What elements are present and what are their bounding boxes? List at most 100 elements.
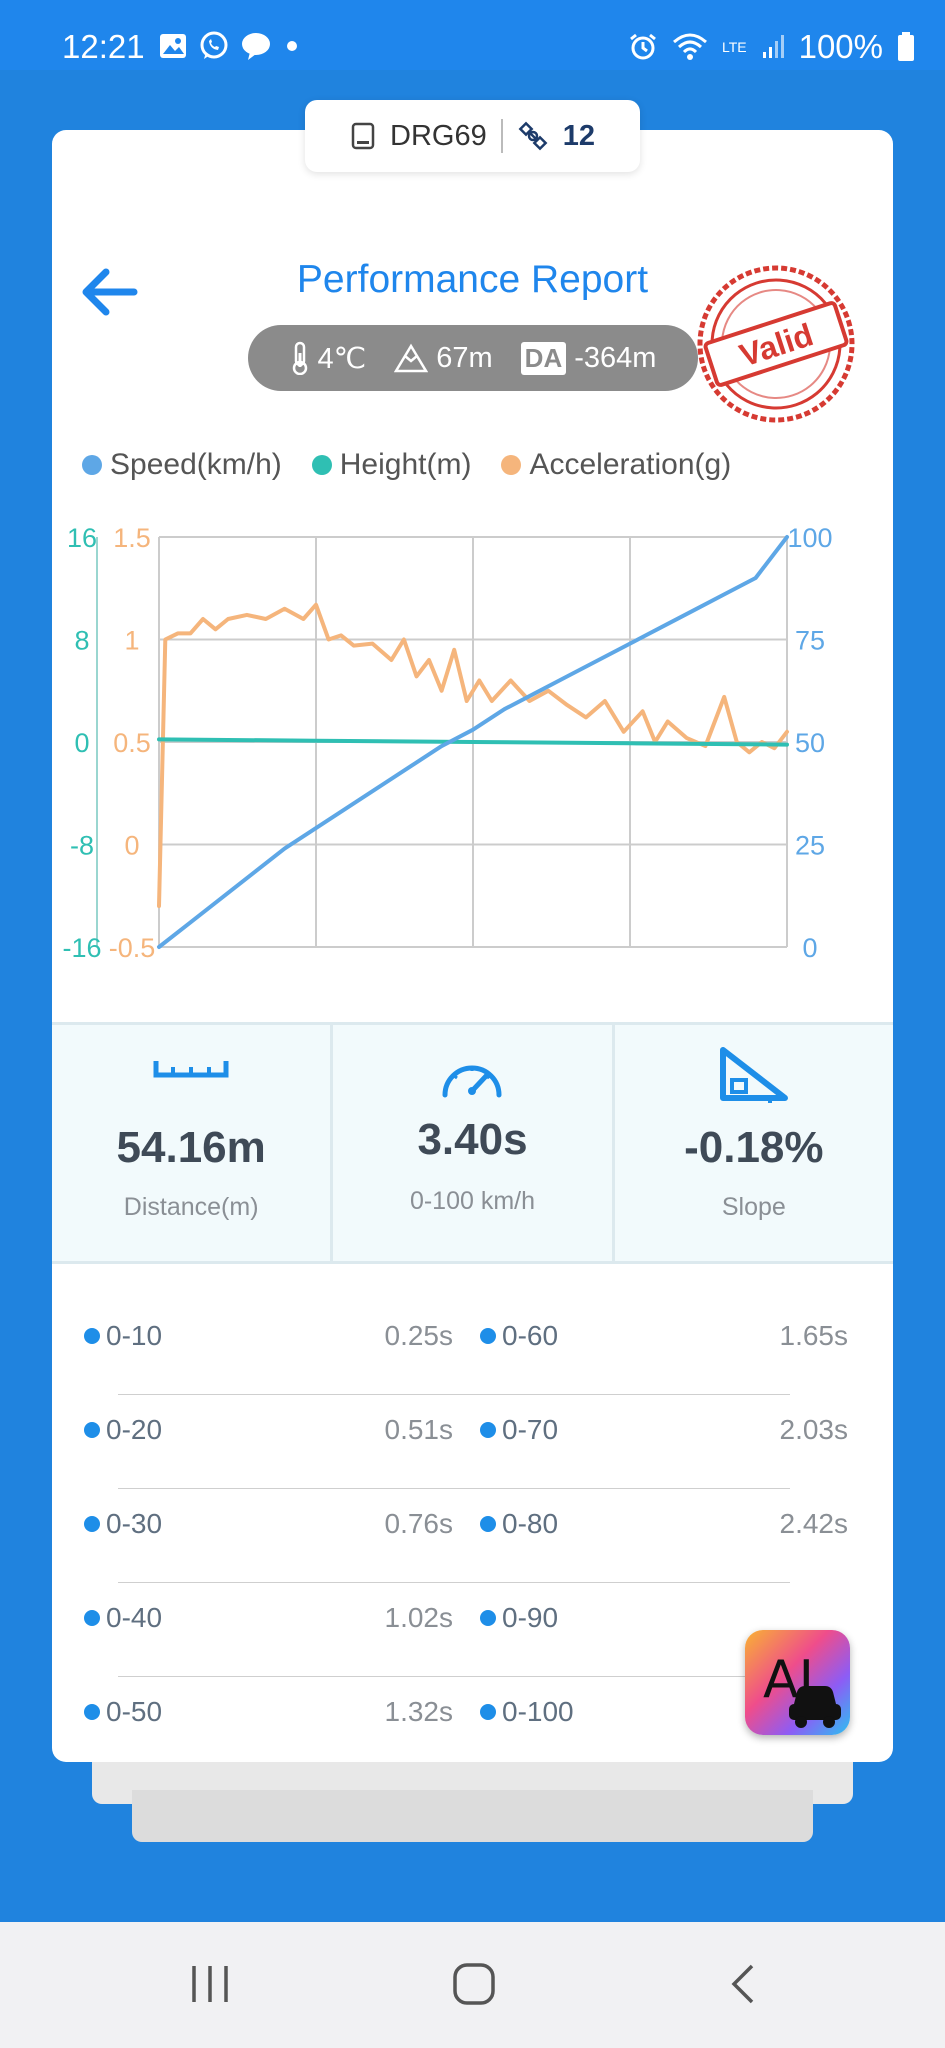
- split-times-list: 0-10 0.25s 0-60 1.65s 0-20 0.51s 0-70 2.…: [52, 1320, 893, 1762]
- ai-assistant-button[interactable]: AI: [745, 1630, 850, 1735]
- page-title: Performance Report: [296, 258, 649, 301]
- split-range: 0-10: [106, 1320, 163, 1351]
- bullet-dot: [84, 1610, 100, 1626]
- legend-label: Acceleration(g): [529, 448, 732, 481]
- height-tick-label: 8: [74, 626, 89, 656]
- metric-distance: 54.16m Distance(m): [52, 1025, 330, 1261]
- acceleration-tick-label: 0: [124, 831, 139, 861]
- split-time: 0.25s: [384, 1320, 454, 1351]
- height-tick-label: -16: [62, 933, 101, 963]
- split-range: 0-60: [502, 1320, 559, 1351]
- satellite-count: 12: [562, 119, 595, 152]
- series-line-acceleration: [157, 602, 789, 908]
- split-row: 0-50 1.32s 0-100: [52, 1696, 893, 1762]
- split-time: 0.76s: [384, 1508, 454, 1539]
- bullet-dot: [84, 1516, 100, 1532]
- split-time: 1.32s: [384, 1696, 454, 1727]
- altitude-item: 67m: [394, 342, 493, 375]
- da-label: DA: [520, 341, 567, 375]
- legend-dot: [82, 455, 102, 475]
- recent-apps-button[interactable]: [188, 1962, 232, 2006]
- system-nav-bar: [0, 1922, 945, 2048]
- bullet-dot: [480, 1516, 496, 1532]
- density-altitude-value: -364m: [574, 341, 657, 374]
- split-label: 0-60: [480, 1320, 558, 1352]
- split-label: 0-70: [480, 1414, 558, 1446]
- bullet-dot: [84, 1422, 100, 1438]
- split-label: 0-90: [480, 1602, 558, 1634]
- legend-dot: [311, 455, 332, 475]
- split-label: 0-30: [84, 1508, 162, 1540]
- divider: [500, 119, 503, 153]
- bullet-dot: [480, 1422, 496, 1438]
- device-name: DRG69: [390, 119, 487, 152]
- metric-value: -0.18%: [684, 1123, 824, 1172]
- series-line-speed: [157, 535, 789, 949]
- system-icons: LTE 100%: [628, 28, 915, 66]
- valid-stamp: Valid: [697, 265, 855, 423]
- dot-icon: [287, 41, 297, 51]
- metric-value: 3.40s: [417, 1115, 528, 1164]
- height-tick-label: 0: [74, 728, 89, 758]
- card-stack-layer: [132, 1790, 813, 1842]
- performance-chart: 16 8 0 -8 -16 1.5 1 0.5 0 -0.5 100 75 50 25 0: [62, 523, 832, 963]
- split-time: 1.65s: [779, 1320, 849, 1351]
- split-range: 0-70: [502, 1414, 559, 1445]
- legend-dot: [501, 455, 522, 475]
- battery-icon: [898, 32, 914, 61]
- row-divider: [118, 1582, 790, 1583]
- speed-tick-label: 0: [802, 933, 817, 963]
- row-divider: [118, 1488, 790, 1489]
- speed-tick-label: 75: [795, 626, 825, 656]
- report-card: Performance Report 4℃ 67m DA -364m Valid…: [52, 130, 893, 1762]
- speedometer-icon: [442, 1065, 502, 1098]
- acceleration-tick-label: 0.5: [113, 728, 151, 758]
- legend-acceleration[interactable]: Acceleration(g): [501, 448, 731, 482]
- legend-speed[interactable]: Speed(km/h): [82, 448, 282, 482]
- speed-tick-label: 100: [787, 523, 832, 553]
- split-label: 0-10: [84, 1320, 162, 1352]
- satellite-icon: [518, 121, 548, 151]
- metric-value: 54.16m: [116, 1123, 266, 1172]
- legend-height[interactable]: Height(m): [311, 448, 472, 482]
- split-label: 0-40: [84, 1602, 162, 1634]
- series-line-height: [157, 737, 789, 747]
- chat-icon: [242, 33, 270, 60]
- speed-tick-label: 50: [795, 728, 825, 758]
- legend-label: Speed(km/h): [110, 448, 282, 481]
- device-icon: [351, 122, 375, 150]
- status-bar: 12:21 LTE 100%: [0, 0, 945, 70]
- split-range: 0-50: [106, 1696, 163, 1727]
- wifi-icon: [672, 33, 707, 60]
- bullet-dot: [84, 1328, 100, 1344]
- split-label: 0-100: [480, 1696, 574, 1728]
- bullet-dot: [480, 1328, 496, 1344]
- device-info-tab[interactable]: DRG69 12: [305, 100, 640, 172]
- split-range: 0-20: [106, 1414, 163, 1445]
- speed-tick-label: 25: [795, 831, 825, 861]
- slope-icon: [719, 1047, 788, 1103]
- home-button[interactable]: [452, 1962, 496, 2006]
- notification-icons: [158, 30, 302, 62]
- temperature-value: 4℃: [317, 342, 367, 375]
- split-time: 2.03s: [779, 1414, 849, 1445]
- back-button[interactable]: [722, 1962, 766, 2006]
- metric-label: 0-100 km/h: [409, 1187, 536, 1215]
- acceleration-tick-label: 1: [124, 626, 139, 656]
- legend-label: Height(m): [339, 448, 472, 481]
- mountain-icon: [394, 343, 429, 373]
- split-range: 0-80: [502, 1508, 559, 1539]
- height-tick-label: 16: [67, 523, 97, 553]
- back-arrow-icon[interactable]: [70, 252, 150, 332]
- split-time: 1.02s: [384, 1602, 454, 1633]
- split-row: 0-30 0.76s 0-80 2.42s: [52, 1508, 893, 1602]
- alarm-icon: [630, 33, 656, 60]
- split-label: 0-80: [480, 1508, 558, 1540]
- metrics-panel: 54.16m Distance(m) 3.40s 0-100 km/h -0.1…: [52, 1022, 893, 1264]
- status-time: 12:21: [62, 28, 145, 65]
- density-altitude-item: DA -364m: [520, 341, 657, 375]
- acceleration-tick-label: 1.5: [113, 523, 151, 553]
- split-range: 0-30: [106, 1508, 163, 1539]
- signal-icon: [762, 35, 784, 58]
- height-tick-label: -8: [70, 831, 94, 861]
